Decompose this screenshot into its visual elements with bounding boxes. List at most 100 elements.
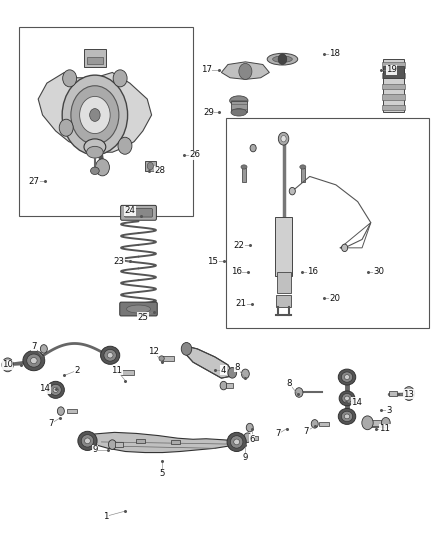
Text: 6: 6 [249,435,254,444]
Text: 29: 29 [203,108,214,117]
Circle shape [250,144,256,152]
Bar [171,440,180,444]
Text: 7: 7 [276,430,281,439]
Circle shape [90,109,100,122]
Polygon shape [82,432,243,453]
Text: 14: 14 [39,384,50,393]
Ellipse shape [227,432,246,451]
Ellipse shape [107,352,113,358]
Circle shape [40,345,47,353]
Ellipse shape [230,96,248,106]
FancyBboxPatch shape [120,205,156,220]
Text: 3: 3 [387,406,392,415]
Circle shape [57,407,64,415]
Circle shape [244,433,251,442]
FancyBboxPatch shape [124,208,152,217]
Circle shape [109,440,116,449]
Bar [383,66,404,78]
Ellipse shape [81,434,94,447]
Ellipse shape [78,431,97,450]
Bar [319,422,328,426]
Circle shape [118,137,132,154]
Bar [389,391,397,396]
Polygon shape [184,346,234,378]
Circle shape [220,381,227,390]
Ellipse shape [101,346,120,365]
Text: 25: 25 [138,312,148,321]
Circle shape [113,70,127,87]
Bar [231,101,247,112]
Text: 9: 9 [243,454,248,463]
Bar [115,442,123,447]
Ellipse shape [159,356,164,361]
Ellipse shape [230,435,243,448]
Text: 10: 10 [2,360,13,369]
Ellipse shape [23,351,45,370]
Ellipse shape [338,408,356,424]
Bar [382,84,405,89]
Ellipse shape [234,439,240,445]
Bar [300,168,305,182]
Ellipse shape [84,139,106,155]
Text: 23: 23 [113,257,124,265]
Circle shape [403,386,415,400]
Ellipse shape [300,165,306,169]
Circle shape [147,163,153,169]
Text: 7: 7 [31,342,36,351]
Text: 9: 9 [92,446,98,455]
Ellipse shape [47,381,64,398]
Bar [121,370,134,375]
Circle shape [63,70,77,87]
Ellipse shape [342,393,352,403]
Circle shape [181,343,192,356]
Circle shape [239,63,252,79]
Bar [382,62,405,68]
Ellipse shape [344,414,350,419]
Text: 27: 27 [28,177,39,186]
Bar [383,59,404,112]
Ellipse shape [91,167,99,174]
Circle shape [342,244,348,252]
Ellipse shape [50,384,61,395]
Bar [382,73,405,78]
Text: 11: 11 [111,366,122,375]
Bar [276,295,291,306]
Ellipse shape [85,438,90,444]
Polygon shape [221,62,269,79]
Text: 15: 15 [207,257,218,265]
Ellipse shape [241,165,247,169]
Ellipse shape [27,354,41,367]
Circle shape [381,417,390,428]
Circle shape [80,96,110,134]
Ellipse shape [341,372,353,382]
Bar [67,409,77,413]
Circle shape [241,369,249,378]
Ellipse shape [267,53,298,65]
Polygon shape [38,72,152,152]
Bar [382,94,405,100]
Text: 8: 8 [286,379,292,388]
Text: 20: 20 [329,294,340,303]
Text: 12: 12 [148,347,159,356]
Ellipse shape [272,56,292,62]
Bar [226,118,428,328]
Circle shape [278,132,289,145]
Text: 7: 7 [49,419,54,428]
Text: 1: 1 [103,512,109,521]
Text: 30: 30 [373,268,384,276]
Text: 4: 4 [221,366,226,375]
Circle shape [228,368,237,378]
Ellipse shape [344,375,350,379]
Text: 26: 26 [190,150,201,159]
Circle shape [246,423,253,432]
Ellipse shape [127,305,151,313]
Circle shape [2,358,13,372]
Text: 8: 8 [234,363,240,372]
Bar [275,217,292,276]
Text: 7: 7 [304,427,309,436]
Ellipse shape [231,109,247,116]
Ellipse shape [31,358,37,364]
Circle shape [295,387,303,397]
Text: 11: 11 [379,424,390,433]
Bar [242,168,246,182]
